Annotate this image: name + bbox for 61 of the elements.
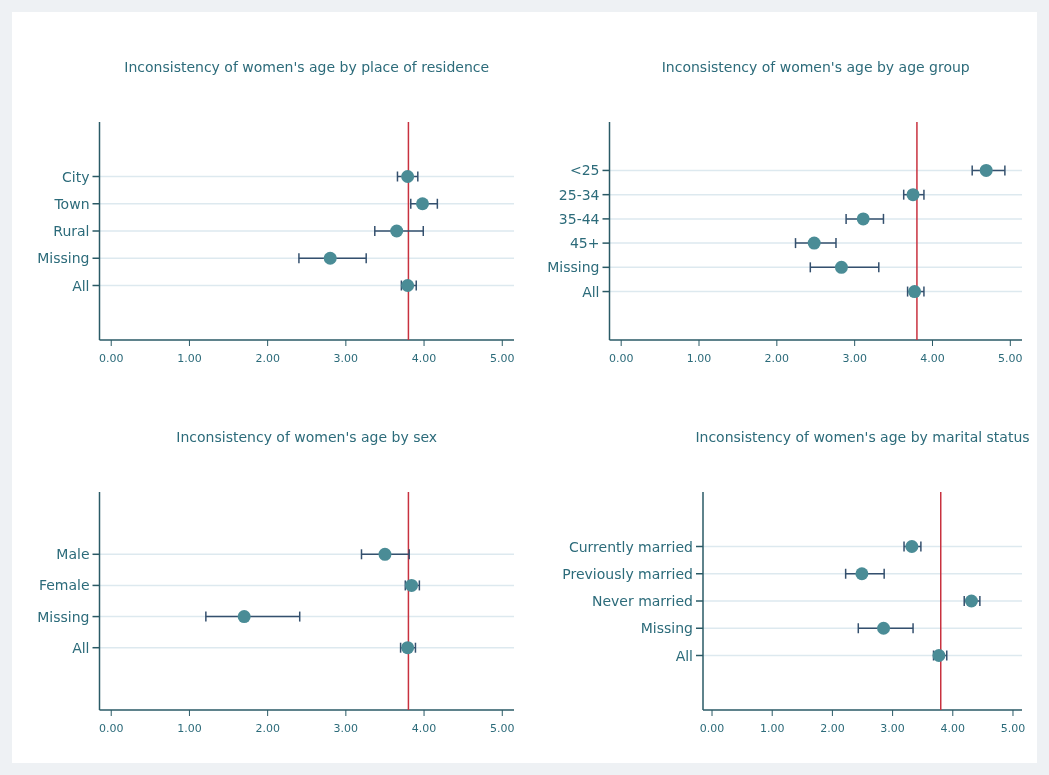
y-tick-label: Currently married (568, 538, 693, 555)
point (378, 547, 392, 561)
y-tick-label: Rural (53, 223, 90, 239)
x-tick-label: 3.00 (880, 722, 905, 735)
y-tick-label: Missing (37, 608, 90, 625)
y-tick-label: Never married (591, 593, 693, 609)
x-tick-label: 5.00 (998, 352, 1023, 365)
x-tick-label: 3.00 (333, 352, 359, 365)
point (390, 224, 404, 238)
x-tick-label: 4.00 (411, 722, 437, 735)
point (401, 170, 415, 183)
x-tick-label: 1.00 (177, 722, 202, 735)
y-tick-label: Missing (37, 250, 90, 267)
y-tick-label: Town (53, 195, 90, 212)
y-tick-label: All (72, 277, 90, 294)
x-tick-label: 0.00 (98, 722, 124, 735)
point (834, 260, 848, 274)
x-tick-label: 0.00 (699, 722, 725, 735)
point (855, 567, 869, 581)
x-tick-label: 1.00 (759, 722, 785, 735)
x-tick-label: 2.00 (255, 722, 280, 735)
x-tick-label: 4.00 (920, 352, 945, 365)
y-tick-label: All (675, 647, 693, 664)
x-tick-label: 1.00 (686, 352, 712, 365)
point (979, 163, 993, 177)
x-tick-label: 3.00 (333, 722, 359, 735)
x-tick-label: 2.00 (764, 352, 790, 365)
y-tick-label: All (582, 283, 600, 300)
y-tick-label: City (62, 168, 90, 185)
chart-title: Inconsistency of women's age by age group (661, 59, 970, 75)
point (856, 212, 870, 226)
y-tick-label: Female (38, 577, 90, 594)
point (877, 621, 891, 635)
x-tick-label: 4.00 (940, 722, 966, 735)
point (906, 188, 920, 202)
y-tick-label: Missing (640, 620, 693, 637)
x-tick-label: 1.00 (177, 352, 202, 365)
chart-title: Inconsistency of women's age by marital status (695, 429, 1030, 445)
y-tick-label: 25-34 (558, 186, 600, 203)
y-tick-label: Missing (547, 259, 600, 276)
x-tick-label: 4.00 (411, 352, 437, 365)
chart-title: Inconsistency of women's age by place of residence (124, 59, 490, 75)
x-tick-label: 5.00 (490, 722, 515, 735)
x-tick-label: 2.00 (255, 352, 280, 365)
x-tick-label: 0.00 (608, 352, 634, 365)
y-tick-label: <25 (569, 162, 600, 179)
y-tick-label: Male (56, 546, 90, 563)
x-tick-label: 0.00 (98, 352, 124, 365)
point (807, 236, 821, 250)
point (416, 197, 429, 211)
x-tick-label: 3.00 (842, 352, 867, 365)
y-tick-label: 45+ (569, 235, 600, 252)
point (323, 251, 337, 265)
x-tick-label: 5.00 (1000, 722, 1026, 735)
point (237, 610, 251, 624)
x-tick-label: 2.00 (820, 722, 845, 735)
chart-title: Inconsistency of women's age by sex (176, 429, 438, 445)
y-tick-label: Previously married (562, 565, 693, 582)
x-tick-label: 5.00 (490, 352, 515, 365)
y-tick-label: All (72, 639, 90, 656)
y-tick-label: 35-44 (558, 210, 600, 227)
